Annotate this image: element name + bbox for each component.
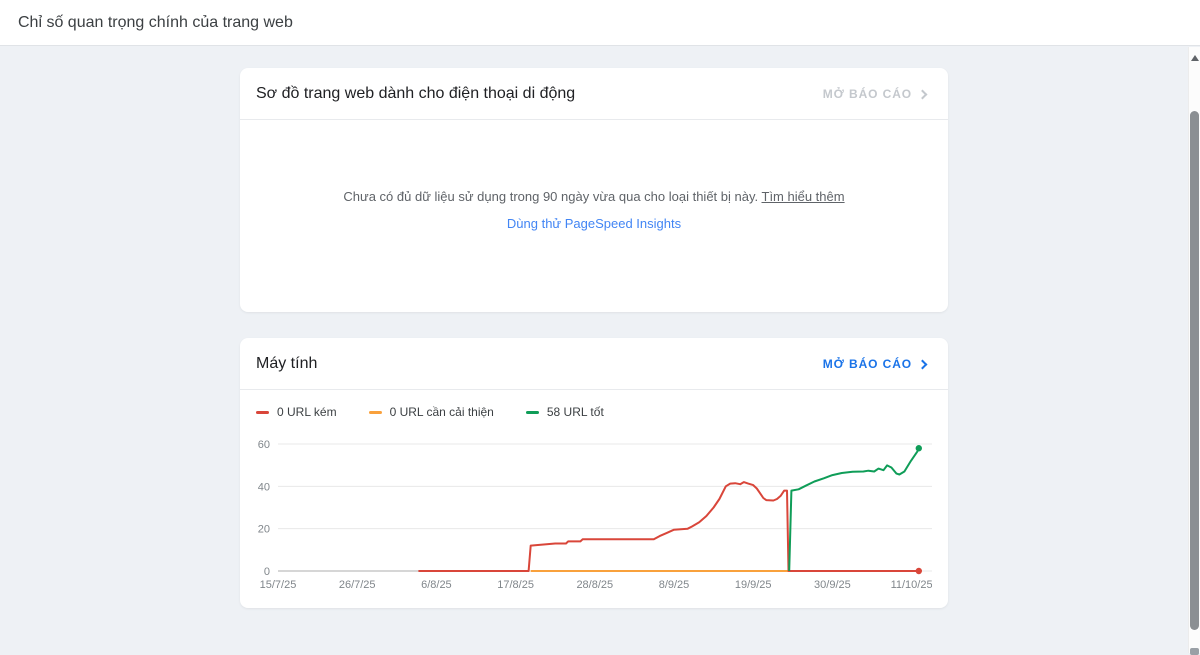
- page-header: Chỉ số quan trọng chính của trang web: [0, 0, 1200, 46]
- cwv-trend-chart: 0 20 40 60 15/7/25 26/7/25 6/8/25 17/8/25 28/8/2…: [258, 439, 932, 591]
- scrollbar-thumb[interactable]: [1190, 111, 1199, 630]
- legend-swatch: [525, 410, 539, 414]
- svg-text:26/7/25: 26/7/25: [339, 579, 376, 591]
- mobile-card-header: Sơ đồ trang web dành cho điện thoại di đ…: [240, 68, 948, 120]
- mobile-open-report-label: MỞ BÁO CÁO: [822, 86, 912, 101]
- chart-legend: 0 URL kém 0 URL cần cải thiện 58 URL tốt: [256, 404, 932, 420]
- mobile-open-report-link: MỞ BÁO CÁO: [822, 86, 928, 101]
- svg-text:40: 40: [258, 481, 270, 493]
- empty-message-line: Chưa có đủ dữ liệu sử dụng trong 90 ngày…: [343, 189, 844, 204]
- svg-text:11/10/25: 11/10/25: [891, 579, 932, 591]
- desktop-open-report-label: MỞ BÁO CÁO: [822, 356, 912, 371]
- mobile-empty-state: Chưa có đủ dữ liệu sử dụng trong 90 ngày…: [240, 114, 948, 305]
- legend-item: 0 URL cần cải thiện: [368, 405, 494, 419]
- empty-message-text: Chưa có đủ dữ liệu sử dụng trong 90 ngày…: [343, 188, 759, 204]
- scroll-down-arrow-icon[interactable]: [1190, 648, 1199, 655]
- svg-text:19/9/25: 19/9/25: [735, 579, 772, 591]
- chevron-right-icon: [917, 359, 928, 369]
- legend-item: 0 URL kém: [256, 405, 337, 419]
- desktop-card: Máy tính MỞ BÁO CÁO 0 URL kém 0 URL cần c…: [240, 338, 948, 608]
- pagespeed-insights-link[interactable]: Dùng thử PageSpeed Insights: [506, 215, 682, 231]
- legend-item: 58 URL tốt: [525, 405, 604, 419]
- svg-text:8/9/25: 8/9/25: [659, 579, 690, 591]
- legend-swatch: [368, 410, 382, 414]
- vertical-scrollbar[interactable]: [1188, 47, 1200, 655]
- page-title: Chỉ số quan trọng chính của trang web: [18, 13, 293, 31]
- svg-text:20: 20: [258, 524, 270, 536]
- mobile-card: Sơ đồ trang web dành cho điện thoại di đ…: [240, 68, 948, 312]
- chart-body: 0 URL kém 0 URL cần cải thiện 58 URL tốt 0…: [240, 390, 948, 596]
- legend-swatch: [256, 410, 269, 414]
- svg-text:60: 60: [258, 439, 270, 451]
- desktop-card-title: Máy tính: [256, 354, 318, 372]
- svg-text:6/8/25: 6/8/25: [421, 579, 452, 591]
- legend-label: 0 URL kém: [277, 405, 337, 419]
- svg-text:0: 0: [264, 566, 270, 578]
- chevron-right-icon: [917, 89, 928, 99]
- legend-label: 0 URL cần cải thiện: [389, 405, 494, 419]
- desktop-card-header: Máy tính MỞ BÁO CÁO: [240, 338, 948, 390]
- scroll-up-arrow-icon[interactable]: [1191, 55, 1199, 61]
- svg-text:17/8/25: 17/8/25: [497, 579, 534, 591]
- learn-more-link[interactable]: Tìm hiểu thêm: [761, 188, 845, 204]
- legend-label: 58 URL tốt: [546, 405, 604, 419]
- svg-text:28/8/25: 28/8/25: [576, 579, 613, 591]
- mobile-card-title: Sơ đồ trang web dành cho điện thoại di đ…: [256, 84, 576, 102]
- desktop-open-report-link[interactable]: MỞ BÁO CÁO: [822, 356, 928, 371]
- svg-text:15/7/25: 15/7/25: [260, 579, 297, 591]
- svg-text:30/9/25: 30/9/25: [814, 579, 851, 591]
